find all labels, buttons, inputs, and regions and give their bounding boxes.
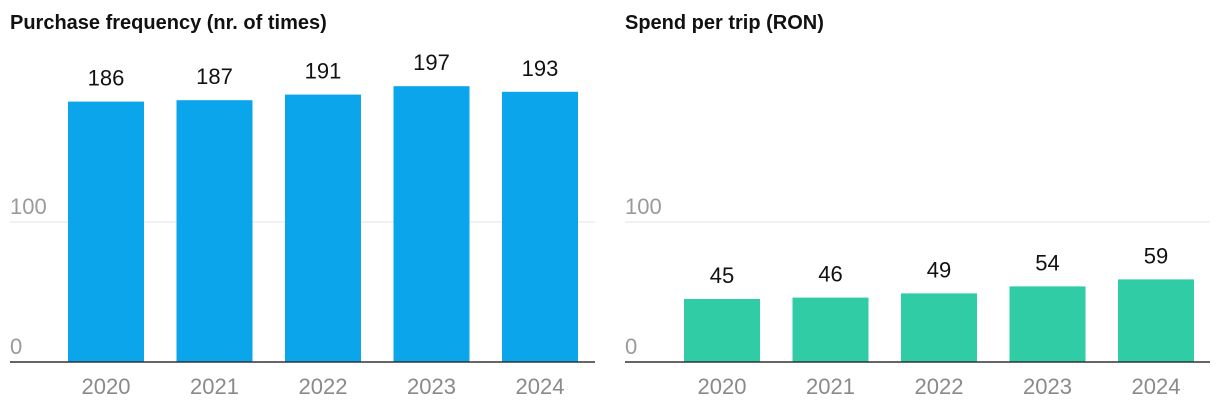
bar-2023 <box>393 86 470 362</box>
y-tick-label: 100 <box>10 194 47 219</box>
x-tick-label: 2023 <box>1023 374 1072 399</box>
y-tick-label: 100 <box>625 194 662 219</box>
chart-purchase-frequency: Purchase frequency (nr. of times) 0 100 18… <box>10 12 595 399</box>
y-tick-label: 0 <box>10 334 22 359</box>
chart-title: Spend per trip (RON) <box>625 12 824 34</box>
x-tick-label: 2021 <box>190 374 239 399</box>
x-tick-label: 2024 <box>1132 374 1181 399</box>
bar-2022 <box>285 94 361 362</box>
value-label: 191 <box>305 59 342 84</box>
x-tick-label: 2020 <box>82 374 131 399</box>
value-label: 186 <box>88 66 125 91</box>
chart-spend-per-trip: Spend per trip (RON) 0 100 45 2020 46 2021 49 2… <box>625 12 1210 399</box>
bar-2020 <box>684 299 760 362</box>
bar-2024 <box>1118 279 1194 362</box>
bar-2021 <box>792 297 869 362</box>
value-label: 193 <box>522 56 559 81</box>
bar-2020 <box>68 101 144 362</box>
x-tick-label: 2020 <box>698 374 747 399</box>
x-tick-label: 2023 <box>407 374 456 399</box>
value-label: 187 <box>196 64 233 89</box>
value-label: 59 <box>1144 243 1168 268</box>
x-tick-label: 2024 <box>516 374 565 399</box>
value-label: 49 <box>927 257 951 282</box>
value-label: 46 <box>818 262 842 287</box>
bar-2023 <box>1009 286 1086 362</box>
y-tick-label: 0 <box>625 334 637 359</box>
value-label: 197 <box>413 50 450 75</box>
x-tick-label: 2022 <box>299 374 348 399</box>
x-tick-label: 2022 <box>915 374 964 399</box>
value-label: 45 <box>710 263 734 288</box>
chart-title: Purchase frequency (nr. of times) <box>10 12 327 34</box>
x-tick-label: 2021 <box>806 374 855 399</box>
bar-2024 <box>502 91 578 363</box>
value-label: 54 <box>1035 250 1059 275</box>
bar-2022 <box>901 293 977 362</box>
bar-2021 <box>176 100 253 362</box>
